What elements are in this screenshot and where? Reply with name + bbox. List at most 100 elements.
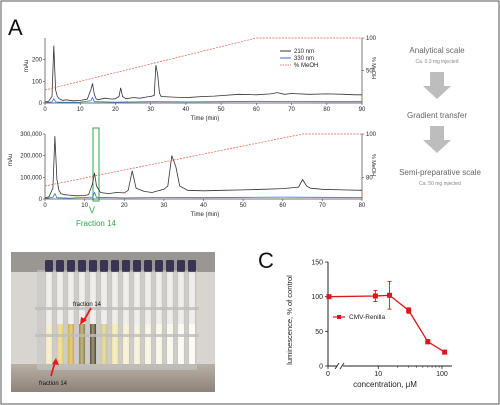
semi-prep-scale-label: Semi-preparative scale: [399, 168, 481, 177]
tube-cap: [45, 260, 53, 272]
semi-prep-x-tick-label: 10: [81, 203, 88, 209]
semi-prep-series-330-nm: [44, 191, 363, 199]
analytical-x-tick-label: 10: [77, 107, 84, 113]
dose-response-y-tick-label: 100: [311, 294, 323, 301]
tube-highlight: [145, 272, 151, 364]
semi-prep-series--meoh: [44, 133, 362, 187]
analytical-y-tick-label: 200: [32, 58, 43, 64]
dose-response-axes: [327, 262, 452, 370]
red-arrow-lower-icon: [50, 361, 56, 377]
analytical-y2-tick-label: 100: [366, 36, 377, 42]
semi-prep-y-axis-label: mAu: [8, 154, 14, 166]
tube-cap: [188, 260, 196, 272]
analytical-y2-tick-label: 50: [366, 69, 373, 75]
dose-response-series: [326, 280, 448, 355]
analytical-x-tick-label: 60: [253, 107, 260, 113]
semi-prep-series: [44, 133, 363, 199]
dose-response-point: [442, 349, 448, 355]
tube-highlight: [68, 272, 74, 364]
axis-break-gap: [337, 363, 343, 369]
analytical-x-axis-label: Time (min): [191, 116, 219, 122]
semi-prep-y-tick-label: 300,000: [20, 132, 42, 138]
analytical-x-tick-label: 90: [359, 107, 366, 113]
tube-highlight: [46, 272, 52, 364]
dose-response-y-tick-label: 0: [319, 364, 323, 371]
fraction-14-marker: V: [89, 205, 95, 215]
analytical-ticks: 0 10 20 30 40 50 60 70 80 90 0 100 200 50 100: [32, 36, 377, 113]
down-arrow-icon: [423, 72, 451, 99]
dose-response-y-axis-label: luminescence, % of control: [285, 275, 294, 365]
analytical-x-tick-label: 80: [323, 107, 330, 113]
analytical-y2-axis-label: % MeOH: [370, 57, 376, 79]
tube-cap: [111, 260, 119, 272]
analytical-chromatogram: 0 10 20 30 40 50 60 70 80 90 0 100 200 50 100 Time (mi…: [24, 36, 377, 122]
analytical-x-tick-label: 20: [112, 107, 119, 113]
dose-response-y-tick-label: 150: [311, 260, 323, 267]
tube-cap: [166, 260, 174, 272]
tube-cap: [155, 260, 163, 272]
legend-label-cmv-renilla: CMV-Renilla: [349, 314, 386, 321]
rack-bar: [35, 307, 199, 310]
dose-response-line: [328, 294, 445, 353]
semi-prep-x-tick-label: 0: [43, 203, 47, 209]
dose-response-chart: 0 50 100 150 0 10 100 concentration, μM lumine…: [285, 260, 452, 389]
analytical-y-axis-label: mAu: [24, 60, 30, 72]
tube-cap: [144, 260, 152, 272]
semi-prep-x-tick-label: 80: [359, 203, 366, 209]
tube-cap: [89, 260, 97, 272]
scale-workflow: Analytical scale Ca. 0.3 mg injected Gra…: [399, 46, 481, 187]
semi-prep-y-tick-label: 100,000: [20, 175, 42, 181]
dose-response-legend: CMV-Renilla: [333, 314, 386, 321]
semi-prep-x-tick-label: 50: [240, 203, 247, 209]
semi-prep-x-tick-label: 70: [319, 203, 326, 209]
fractions-photo: fraction 14 fraction 14: [11, 252, 215, 392]
tube-cap: [100, 260, 108, 272]
analytical-x-tick-label: 50: [218, 107, 225, 113]
dose-response-x-axis-label: concentration, μM: [353, 380, 417, 389]
legend-label-meoh: % MeOH: [294, 63, 318, 69]
fraction-14-annotation: Fraction 14: [76, 219, 117, 228]
semi-prep-x-tick-label: 60: [279, 203, 286, 209]
tube-cap: [56, 260, 64, 272]
analytical-y-tick-label: 0: [39, 101, 43, 107]
panel-label-a: A: [8, 15, 23, 40]
dose-response-point: [425, 339, 431, 345]
red-arrow-lower-head-icon: [52, 358, 59, 365]
fraction-14-highlight-box: [92, 127, 100, 202]
dose-response-x-tick-label: 0: [326, 371, 330, 378]
analytical-series--meoh: [44, 37, 362, 91]
tube-highlight: [123, 272, 129, 364]
semi-prep-y-tick-label: 200,000: [20, 154, 42, 160]
semi-prep-x-tick-label: 30: [161, 203, 168, 209]
tube-cap: [78, 260, 86, 272]
tube-highlight: [167, 272, 173, 364]
tube-highlight: [189, 272, 195, 364]
semi-preparative-chromatogram: 0 10 20 30 40 50 60 70 80 0 100,000 200,000 300,000 8…: [8, 127, 377, 228]
semi-prep-x-tick-label: 40: [200, 203, 207, 209]
fraction-14-upper-label: fraction 14: [73, 302, 102, 308]
analytical-x-tick-label: 70: [288, 107, 295, 113]
semi-prep-x-tick-label: 20: [121, 203, 128, 209]
tube-highlight: [134, 272, 140, 364]
red-arrow-upper-head-icon: [80, 317, 87, 325]
analytical-x-tick-label: 30: [147, 107, 154, 113]
semi-prep-x-axis-label: Time (min): [191, 212, 219, 218]
dose-response-x-tick-label: 10: [374, 371, 382, 378]
analytical-scale-label: Analytical scale: [409, 46, 465, 55]
legend-label-210nm: 210 nm: [294, 49, 314, 55]
axis-break-mark: [339, 362, 345, 370]
tube-highlight: [156, 272, 162, 364]
fraction-14-lower-label: fraction 14: [39, 381, 68, 387]
dose-response-ticks: 0 50 100 150 0 10 100: [311, 260, 448, 379]
semi-prep-y2-axis-label: % MeOH: [370, 154, 376, 176]
down-arrow-icon: [423, 126, 451, 153]
analytical-series-210-nm: [44, 45, 362, 103]
semi-prep-y-tick-label: 0: [39, 197, 43, 203]
axis-break-mark: [334, 362, 340, 370]
tube-highlight: [57, 272, 63, 364]
analytical-x-tick-label: 40: [183, 107, 190, 113]
dose-response-point: [387, 292, 393, 298]
dose-response-point: [372, 293, 378, 299]
dose-response-x-tick-label: 100: [436, 371, 448, 378]
legend-marker-cmv-renilla: [337, 315, 341, 319]
